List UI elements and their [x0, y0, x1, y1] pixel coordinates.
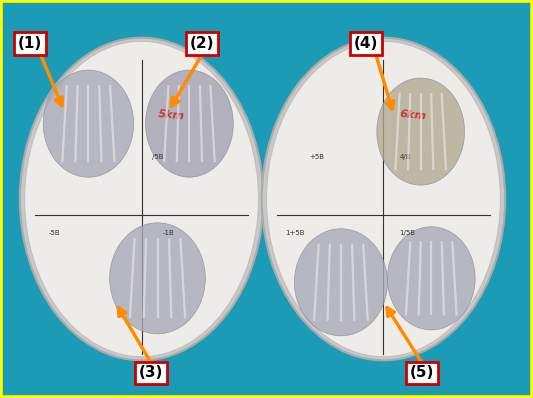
Text: (4): (4) [354, 36, 378, 51]
Text: (2): (2) [189, 36, 214, 51]
Text: (5): (5) [410, 365, 434, 380]
Ellipse shape [110, 223, 205, 334]
Ellipse shape [43, 70, 134, 177]
Text: (3): (3) [139, 365, 163, 380]
Text: 1+5B: 1+5B [285, 230, 304, 236]
Text: 1/5B: 1/5B [399, 230, 415, 236]
Text: -1B: -1B [163, 230, 175, 236]
Text: /5B: /5B [152, 154, 164, 160]
Ellipse shape [20, 38, 263, 360]
Text: (1): (1) [18, 36, 42, 51]
Text: 5km: 5km [158, 109, 185, 122]
Ellipse shape [377, 78, 465, 185]
Text: 6km: 6km [399, 109, 427, 122]
Ellipse shape [294, 229, 387, 336]
Ellipse shape [266, 41, 500, 357]
Text: 4/8: 4/8 [399, 154, 410, 160]
Text: -5B: -5B [49, 230, 60, 236]
Ellipse shape [262, 38, 505, 360]
Ellipse shape [387, 227, 475, 330]
Ellipse shape [146, 70, 233, 177]
Ellipse shape [25, 41, 259, 357]
Text: +5B: +5B [309, 154, 324, 160]
